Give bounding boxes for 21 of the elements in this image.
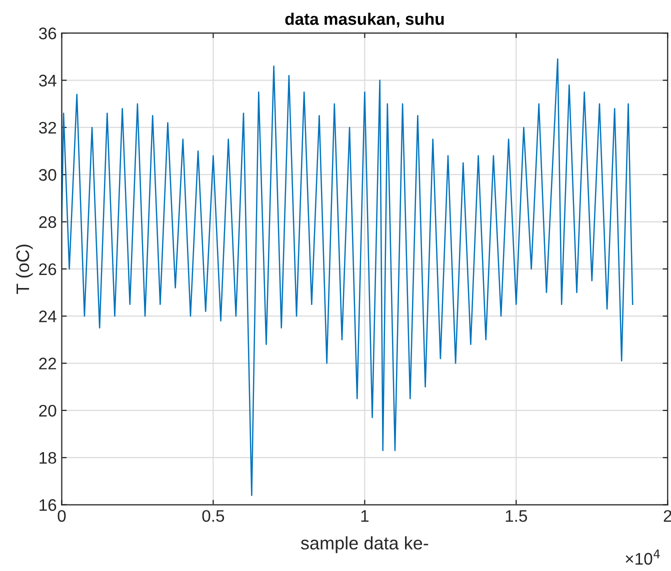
text: ×10$^{4}$ <box>626 550 660 565</box>
y-tick-label: 30 <box>38 169 56 181</box>
y-tick-label: 20 <box>39 404 56 417</box>
y-axis-title: T (oC) <box>16 244 33 294</box>
line-series <box>62 58 634 496</box>
x-tick-label: 1 <box>361 510 369 522</box>
y-tick-label: 26 <box>39 263 56 276</box>
y-tick-label: 24 <box>39 310 56 322</box>
y-tick-label: 36 <box>38 28 56 40</box>
y-tick-label: 16 <box>40 499 56 511</box>
y-tick-label: 22 <box>39 358 56 370</box>
x-tick-label: 0.5 <box>202 510 224 522</box>
x-axis-title: sample data ke- <box>300 536 428 554</box>
x-tick-label: 1.5 <box>506 510 528 522</box>
y-tick-label: 18 <box>40 452 56 464</box>
y-tick-label: 28 <box>39 216 56 228</box>
y-tick-label: 34 <box>38 74 56 86</box>
x-tick-label: 0 <box>58 510 66 522</box>
y-tick-label: 32 <box>38 122 56 134</box>
chart-title: data masukan, suhu <box>285 12 444 28</box>
x-tick-label: 2 <box>664 510 671 522</box>
